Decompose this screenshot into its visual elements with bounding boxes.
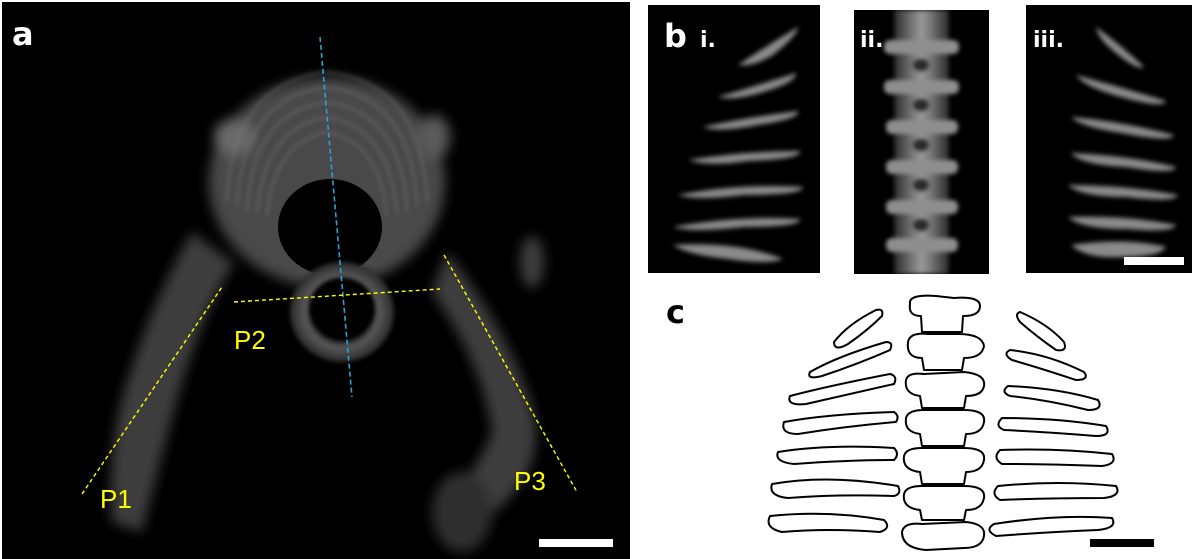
panel-b-i [648, 5, 820, 273]
panel-b-ii [854, 10, 989, 274]
subpanel-label-i: i. [700, 28, 716, 53]
line-p3 [443, 254, 578, 493]
vertebra-column [901, 294, 986, 551]
rib-cage-outline-drawing [767, 294, 1119, 551]
scale-bar-c [1090, 539, 1154, 547]
spine-image-ii [884, 10, 959, 274]
subpanel-label-iii: iii. [1033, 28, 1064, 53]
annotation-p2: P2 [234, 325, 266, 355]
left-ribs [767, 308, 901, 533]
subpanel-label-ii: ii. [860, 28, 884, 53]
scale-bar-a [539, 539, 613, 547]
ribs-image-iii [1068, 27, 1178, 258]
annotation-p3: P3 [514, 466, 546, 496]
ribs-image-i [673, 27, 804, 262]
right-ribs [988, 311, 1119, 537]
panel-label-b: b [664, 17, 687, 55]
scale-bar-b [1124, 257, 1184, 265]
panel-a-image [81, 36, 578, 552]
midline [319, 36, 353, 398]
panel-label-c: c [666, 293, 685, 331]
panel-b-iii [1026, 5, 1192, 273]
annotation-p1: P1 [100, 484, 132, 514]
panel-label-a: a [12, 15, 34, 53]
panel-a: a P1 P2 P3 [2, 2, 630, 559]
